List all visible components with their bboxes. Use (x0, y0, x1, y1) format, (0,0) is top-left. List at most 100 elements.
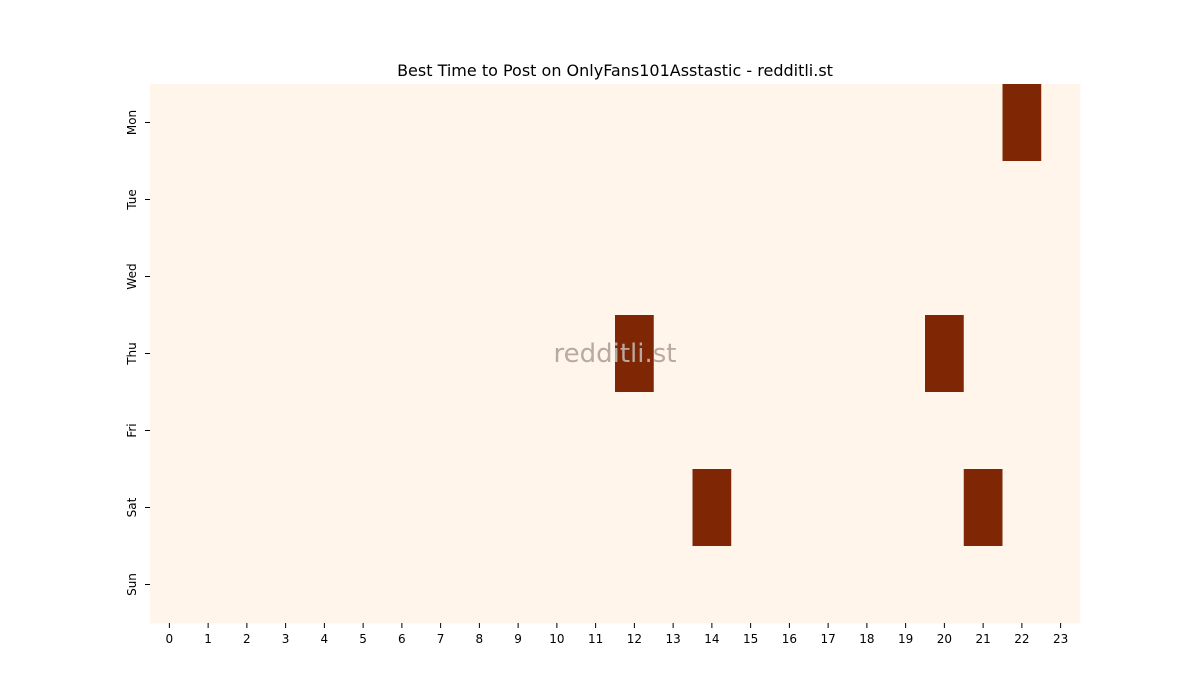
x-tick-label: 0 (166, 632, 174, 646)
heatmap-cell-fri-19 (886, 392, 926, 470)
heatmap-cell-fri-15 (731, 392, 771, 470)
y-tick-label: Wed (125, 263, 139, 289)
x-tick-label: 10 (549, 632, 564, 646)
heatmap-cell-mon-6 (382, 84, 422, 162)
heatmap-cell-sun-11 (576, 546, 616, 624)
heatmap-cell-wed-8 (460, 238, 500, 316)
heatmap-cell-sun-7 (421, 546, 461, 624)
heatmap-cell-fri-22 (1002, 392, 1042, 470)
heatmap-cell-wed-12 (615, 238, 655, 316)
heatmap-cell-wed-7 (421, 238, 461, 316)
heatmap-cell-fri-14 (692, 392, 732, 470)
heatmap-cell-thu-7 (421, 315, 461, 393)
heatmap-cell-wed-15 (731, 238, 771, 316)
heatmap-cell-tue-21 (963, 161, 1003, 239)
heatmap-cell-thu-11 (576, 315, 616, 393)
heatmap-cell-thu-14 (692, 315, 732, 393)
heatmap-cell-thu-3 (266, 315, 306, 393)
heatmap-cell-wed-16 (770, 238, 810, 316)
x-tick-label: 22 (1014, 632, 1029, 646)
heatmap-cell-fri-17 (808, 392, 848, 470)
heatmap-cell-fri-16 (770, 392, 810, 470)
heatmap-cell-sun-9 (498, 546, 538, 624)
heatmap-cell-tue-23 (1041, 161, 1081, 239)
heatmap-cell-sun-6 (382, 546, 422, 624)
y-tick-label: Sat (125, 497, 139, 517)
heatmap-cell-mon-14 (692, 84, 732, 162)
heatmap-cell-fri-11 (576, 392, 616, 470)
heatmap-cell-mon-21 (963, 84, 1003, 162)
heatmap-cell-tue-4 (305, 161, 345, 239)
x-tick-label: 11 (588, 632, 603, 646)
x-tick-label: 20 (937, 632, 952, 646)
x-tick-label: 23 (1053, 632, 1068, 646)
heatmap-cell-wed-20 (925, 238, 965, 316)
heatmap-cell-sun-8 (460, 546, 500, 624)
heatmap-cell-thu-21 (963, 315, 1003, 393)
heatmap-cell-sun-15 (731, 546, 771, 624)
x-tick-label: 18 (859, 632, 874, 646)
heatmap-cell-wed-6 (382, 238, 422, 316)
heatmap-cell-sat-5 (343, 469, 383, 547)
x-tick-label: 9 (514, 632, 522, 646)
heatmap-cell-sat-1 (188, 469, 228, 547)
heatmap-cell-fri-2 (227, 392, 267, 470)
heatmap-cell-mon-10 (537, 84, 577, 162)
heatmap-cell-sat-20 (925, 469, 965, 547)
watermark-text: redditli.st (554, 339, 677, 369)
heatmap-cell-wed-19 (886, 238, 926, 316)
heatmap-cell-thu-5 (343, 315, 383, 393)
heatmap-cell-thu-2 (227, 315, 267, 393)
heatmap-cell-sun-13 (653, 546, 693, 624)
heatmap-cell-mon-20 (925, 84, 965, 162)
heatmap-cell-wed-10 (537, 238, 577, 316)
heatmap-cell-sun-20 (925, 546, 965, 624)
heatmap-cell-thu-18 (847, 315, 887, 393)
y-tick-label: Fri (125, 423, 139, 437)
heatmap-cell-sat-22 (1002, 469, 1042, 547)
heatmap-cell-sat-2 (227, 469, 267, 547)
heatmap-cell-wed-0 (150, 238, 190, 316)
x-tick-label: 5 (359, 632, 367, 646)
heatmap-cell-thu-19 (886, 315, 926, 393)
heatmap-cell-fri-6 (382, 392, 422, 470)
heatmap-cell-tue-20 (925, 161, 965, 239)
heatmap-cell-sat-14 (692, 469, 732, 547)
heatmap-cell-fri-7 (421, 392, 461, 470)
heatmap-cell-wed-23 (1041, 238, 1081, 316)
x-tick-label: 8 (476, 632, 484, 646)
heatmap-cell-wed-4 (305, 238, 345, 316)
heatmap-cell-mon-11 (576, 84, 616, 162)
heatmap-cell-sun-23 (1041, 546, 1081, 624)
x-tick-label: 1 (204, 632, 212, 646)
heatmap-cell-sun-3 (266, 546, 306, 624)
heatmap-cell-sat-11 (576, 469, 616, 547)
heatmap-cell-wed-2 (227, 238, 267, 316)
heatmap-cell-fri-18 (847, 392, 887, 470)
heatmap-cell-wed-3 (266, 238, 306, 316)
x-tick-label: 3 (282, 632, 290, 646)
heatmap-cell-sun-4 (305, 546, 345, 624)
heatmap-cell-fri-20 (925, 392, 965, 470)
heatmap-cell-thu-23 (1041, 315, 1081, 393)
heatmap-cell-tue-2 (227, 161, 267, 239)
heatmap-cell-sun-10 (537, 546, 577, 624)
heatmap-cell-sat-19 (886, 469, 926, 547)
heatmap-cell-thu-10 (537, 315, 577, 393)
heatmap-cell-thu-15 (731, 315, 771, 393)
heatmap-cell-mon-22 (1002, 84, 1042, 162)
heatmap-cell-tue-1 (188, 161, 228, 239)
x-tick-label: 15 (743, 632, 758, 646)
heatmap-cell-thu-22 (1002, 315, 1042, 393)
heatmap-cell-fri-3 (266, 392, 306, 470)
heatmap-cell-thu-17 (808, 315, 848, 393)
heatmap-cell-thu-13 (653, 315, 693, 393)
heatmap-cell-fri-1 (188, 392, 228, 470)
x-tick-label: 12 (627, 632, 642, 646)
heatmap-cell-sun-18 (847, 546, 887, 624)
heatmap-cell-sun-19 (886, 546, 926, 624)
heatmap-cell-mon-0 (150, 84, 190, 162)
heatmap-cell-fri-0 (150, 392, 190, 470)
heatmap-cell-tue-13 (653, 161, 693, 239)
